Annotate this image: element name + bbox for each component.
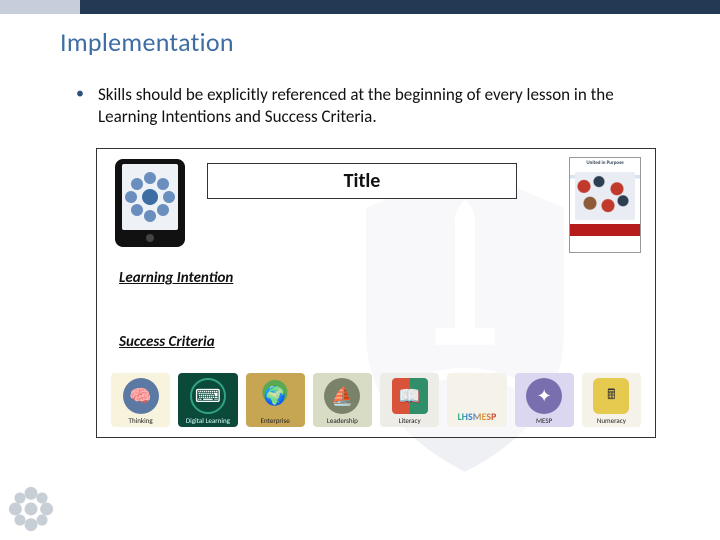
lhsmesp-icon: LHSMESP <box>457 410 496 423</box>
skill-label: Thinking <box>129 416 153 425</box>
bullet-text: Skills should be explicitly referenced a… <box>98 84 660 128</box>
skill-label: Literacy <box>399 416 421 425</box>
skill-label: Leadership <box>327 416 358 425</box>
literacy-icon: 📖 <box>392 378 428 414</box>
tablet-home-button-icon <box>146 234 154 242</box>
lesson-template-box: Title United in Purpose Learning Intenti… <box>96 148 656 438</box>
skill-label: MESP <box>536 416 552 425</box>
bullet-item: • Skills should be explicitly referenced… <box>76 84 660 128</box>
skill-label: Numeracy <box>597 416 626 425</box>
slide-title: Implementation <box>60 26 234 58</box>
photo-footer-band <box>570 224 640 236</box>
enterprise-icon: 🌍 <box>257 378 293 414</box>
skill-leadership: ⛵ Leadership <box>313 373 372 427</box>
skill-thinking: 🧠 Thinking <box>111 373 170 427</box>
leadership-icon: ⛵ <box>324 378 360 414</box>
photo-crowd <box>575 172 635 220</box>
skill-enterprise: 🌍 Enterprise <box>246 373 305 427</box>
digital-icon: ⌨ <box>190 378 226 414</box>
skill-mesp: ✦ MESP <box>515 373 574 427</box>
title-field: Title <box>207 163 517 199</box>
bullet-marker: • <box>76 84 84 105</box>
skills-icon-row: 🧠 Thinking ⌨ Digital Learning 🌍 Enterpri… <box>111 373 641 427</box>
tablet-screen <box>122 164 178 230</box>
top-band-dark <box>80 0 720 14</box>
mesp-icon: ✦ <box>526 378 562 414</box>
cluster-photo-icon: United in Purpose <box>569 157 641 253</box>
thinking-icon: 🧠 <box>123 378 159 414</box>
skill-digital: ⌨ Digital Learning <box>178 373 237 427</box>
skill-label: Enterprise <box>261 416 290 425</box>
skills-wheel-icon <box>127 174 173 220</box>
corner-flower-icon <box>8 486 54 532</box>
photo-caption-top: United in Purpose <box>586 160 623 166</box>
learning-intention-label: Learning Intention <box>119 269 233 287</box>
skill-literacy: 📖 Literacy <box>380 373 439 427</box>
skill-label: Digital Learning <box>186 416 230 425</box>
numeracy-icon: 🖩 <box>593 378 629 414</box>
top-band-light <box>0 0 80 14</box>
skill-lhsmesp: LHSMESP <box>447 373 506 427</box>
top-accent-band <box>0 0 720 14</box>
skill-numeracy: 🖩 Numeracy <box>582 373 641 427</box>
tablet-icon <box>115 159 185 247</box>
success-criteria-label: Success Criteria <box>119 333 215 351</box>
